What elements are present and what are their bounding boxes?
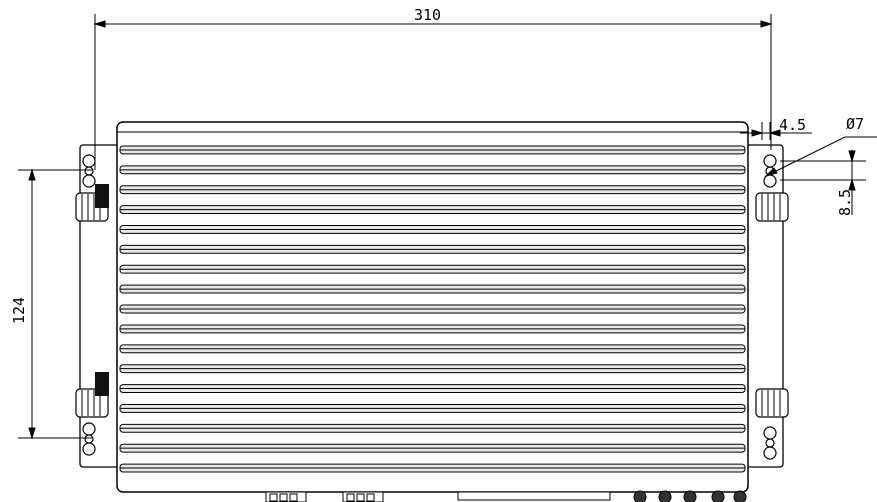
- dimension-diameter-label: Ø7: [846, 115, 865, 133]
- width-dimension: [93, 14, 773, 170]
- bottom-ports: [457, 490, 747, 502]
- mount-spacing-dimension: [18, 168, 93, 440]
- bumper-right-bottom: [755, 388, 789, 418]
- dimension-124-label: 124: [10, 296, 28, 324]
- keyhole-slot-bottom-right: [763, 426, 777, 460]
- keyhole-slot-top-right: [763, 154, 777, 188]
- bottom-connector-1: [265, 491, 307, 502]
- bottom-connector-2: [342, 491, 384, 502]
- bumper-right-top: [755, 192, 789, 222]
- dimension-310-label: 310: [414, 6, 442, 24]
- dimension-4-5-label: 4.5: [779, 116, 807, 134]
- hole-diameter-leader: [764, 136, 877, 177]
- bumper-left-bottom: [75, 372, 109, 418]
- slot-height-dimension: [780, 150, 866, 215]
- heatsink-fins: [119, 145, 746, 473]
- bumper-left-top: [75, 184, 109, 222]
- keyhole-slot-bottom-left: [82, 422, 96, 456]
- slot-offset-dimension: [740, 122, 812, 140]
- keyhole-slot-top-left: [82, 154, 96, 188]
- dimension-8-5-label: 8.5: [836, 188, 854, 216]
